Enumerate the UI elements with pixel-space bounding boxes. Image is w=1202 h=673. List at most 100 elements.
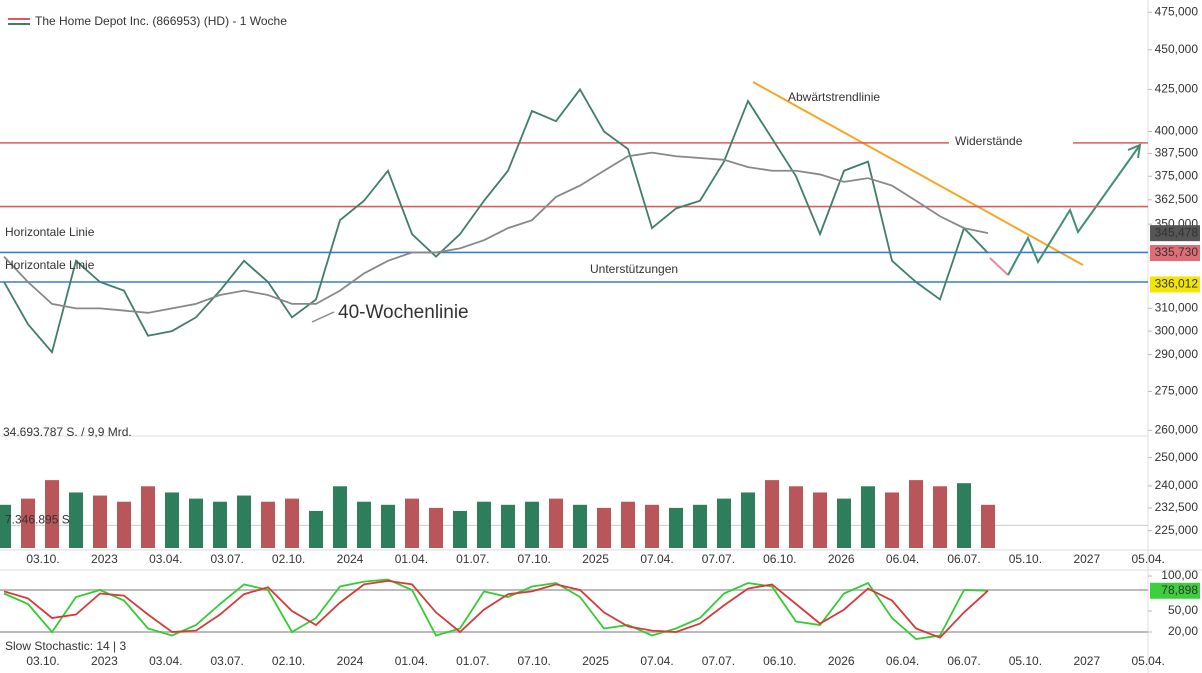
x-tick-label: 2027 (1073, 552, 1100, 566)
x-tick-label: 01.07. (456, 654, 489, 668)
volume-bar (0, 504, 11, 548)
volume-bar (645, 504, 659, 548)
y-tick-label: 387,500 (1155, 146, 1199, 160)
y-tick-label: 425,000 (1155, 82, 1199, 96)
y-tick-label: 362,500 (1155, 192, 1199, 206)
x-tick-label: 01.04. (395, 552, 428, 566)
volume-bar (45, 480, 59, 548)
x-tick-label: 02.10. (272, 654, 305, 668)
x-tick-label: 05.04. (1132, 552, 1165, 566)
y-tick-label: 250,000 (1155, 450, 1199, 464)
volume-bar (909, 480, 923, 548)
x-tick-label: 06.04. (886, 552, 919, 566)
x-tick-label: 07.07. (702, 654, 735, 668)
series-line (3, 578, 989, 640)
volume-bar (741, 492, 755, 548)
volume-bar (933, 486, 947, 548)
series-line (3, 87, 989, 355)
y-tick-label: 375,000 (1155, 168, 1199, 182)
y-tick-label: 240,000 (1155, 478, 1199, 492)
y-tick-label: 225,000 (1155, 523, 1199, 537)
volume-bar (549, 498, 563, 548)
y-tick-label: 450,000 (1155, 42, 1199, 56)
series-line (3, 579, 989, 639)
price-badge (1150, 245, 1200, 262)
leader-line (311, 311, 335, 323)
x-tick-label: 05.04. (1132, 654, 1165, 668)
volume-bar (621, 501, 635, 548)
y-tick-label: 290,000 (1155, 347, 1199, 361)
y-tick-label: 260,000 (1155, 423, 1199, 437)
annotation: Unterstützungen (590, 262, 678, 276)
x-tick-label: 2024 (337, 654, 364, 668)
x-tick-label: 07.10. (518, 654, 551, 668)
x-tick-label: 05.10. (1009, 654, 1042, 668)
x-tick-label: 06.04. (886, 654, 919, 668)
volume-bar (789, 486, 803, 548)
volume-bar (885, 492, 899, 548)
volume-bar (597, 507, 611, 548)
volume-bar (69, 492, 83, 548)
x-tick-label: 07.10. (518, 552, 551, 566)
label-bg (949, 130, 1073, 154)
x-tick-label: 03.07. (211, 654, 244, 668)
volume-bar (837, 498, 851, 548)
value-badge-label: 78,898 (1161, 583, 1198, 597)
y-tick-label: 310,000 (1155, 301, 1199, 315)
trend-line (752, 81, 1084, 266)
projection (989, 257, 1009, 276)
volume-bar (669, 507, 683, 548)
x-tick-label: 07.04. (640, 552, 673, 566)
annotation: Horizontale Linie (5, 258, 95, 272)
volume-bar (453, 510, 467, 548)
volume-bar (765, 480, 779, 548)
volume-bar (477, 501, 491, 548)
volume-bar (813, 492, 827, 548)
x-tick-label: 2027 (1073, 654, 1100, 668)
volume-bar (309, 510, 323, 548)
y-tick-label: 50,00 (1168, 603, 1198, 617)
volume-bar (381, 504, 395, 548)
x-tick-label: 2025 (582, 654, 609, 668)
volume-bar (405, 498, 419, 548)
volume-bar (501, 504, 515, 548)
x-tick-label: 03.04. (149, 654, 182, 668)
x-tick-label: 03.04. (149, 552, 182, 566)
volume-bar (333, 486, 347, 548)
x-tick-label: 01.04. (395, 654, 428, 668)
volume-bar (573, 504, 587, 548)
volume-bar (981, 504, 995, 548)
arrow-head (1127, 143, 1142, 159)
price-badge (1150, 225, 1200, 242)
value-badge (1150, 582, 1200, 599)
x-tick-label: 07.07. (702, 552, 735, 566)
volume-bar (285, 498, 299, 548)
x-tick-label: 2025 (582, 552, 609, 566)
volume-bar (141, 486, 155, 548)
x-tick-label: 02.10. (272, 552, 305, 566)
volume-bar (525, 501, 539, 548)
chart-title: The Home Depot Inc. (866953) (HD) - 1 Wo… (35, 14, 287, 28)
volume-title: 34.693.787 S. / 9,9 Mrd. (3, 425, 132, 439)
annotation: Widerstände (955, 134, 1023, 148)
volume-bar (693, 504, 707, 548)
volume-bar (237, 495, 251, 548)
y-tick-label: 100,00 (1161, 568, 1198, 582)
y-tick-label: 300,000 (1155, 323, 1199, 337)
x-tick-label: 03.07. (211, 552, 244, 566)
x-tick-label: 2024 (337, 552, 364, 566)
x-tick-label: 06.10. (763, 552, 796, 566)
x-tick-label: 2023 (91, 654, 118, 668)
projection (1007, 144, 1141, 276)
x-tick-label: 2026 (828, 654, 855, 668)
volume-bar (189, 498, 203, 548)
volume-bar (117, 501, 131, 548)
volume-bar (957, 483, 971, 548)
x-tick-label: 07.04. (640, 654, 673, 668)
volume-bar (21, 498, 35, 548)
annotation: Horizontale Linie (5, 225, 95, 239)
y-tick-label: 475,000 (1155, 4, 1199, 18)
x-tick-label: 2023 (91, 552, 118, 566)
volume-bar (429, 507, 443, 548)
